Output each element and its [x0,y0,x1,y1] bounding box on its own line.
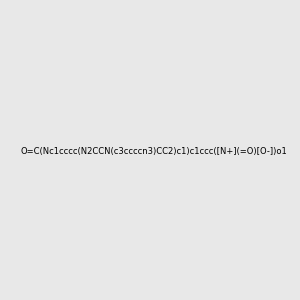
Text: O=C(Nc1cccc(N2CCN(c3ccccn3)CC2)c1)c1ccc([N+](=O)[O-])o1: O=C(Nc1cccc(N2CCN(c3ccccn3)CC2)c1)c1ccc(… [20,147,287,156]
